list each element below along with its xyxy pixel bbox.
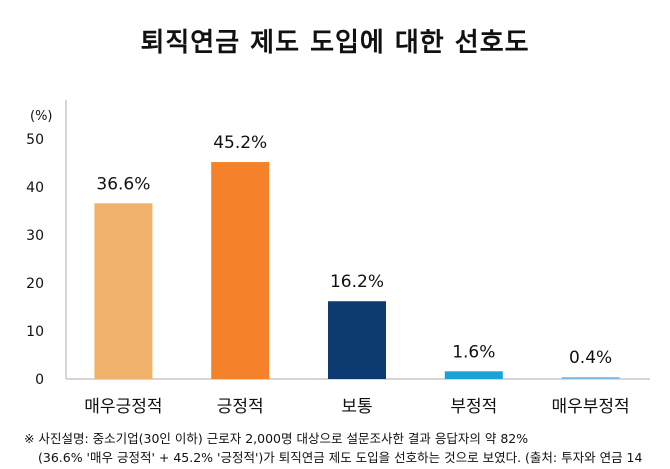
chart-title: 퇴직연금 제도 도입에 대한 선호도 (140, 28, 530, 58)
bar-5 (561, 377, 620, 379)
y-axis-unit-label: (%) (30, 109, 53, 124)
bar-chart: (%) 0 10 20 30 40 50 36.6% 매우긍정적 45.2% 긍정적 16.2% 보통… (26, 100, 650, 417)
chart-bars (94, 162, 620, 379)
y-tick-label: 20 (26, 276, 44, 292)
x-category-label: 부정적 (450, 397, 497, 417)
bar-value-label: 1.6% (452, 342, 495, 362)
footnote-line-2: (36.6% '매우 긍정적' + 45.2% '긍정적')가 퇴직연금 제도 … (38, 450, 643, 465)
y-tick-label: 30 (26, 228, 44, 244)
bar-2 (211, 162, 270, 379)
bar-value-label: 45.2% (213, 133, 267, 153)
bar-4 (444, 371, 503, 379)
x-category-label: 보통 (341, 397, 372, 417)
bar-1 (94, 203, 153, 379)
y-tick-label: 10 (26, 324, 44, 340)
bar-value-label: 0.4% (569, 348, 612, 368)
y-tick-label: 50 (26, 132, 44, 148)
x-category-label: 매우부정적 (551, 397, 629, 417)
y-tick-label: 40 (26, 180, 44, 196)
bar-value-label: 16.2% (330, 272, 384, 292)
x-category-label: 긍정적 (217, 397, 264, 417)
bar-3 (328, 301, 386, 379)
chart-labels: 36.6% 매우긍정적 45.2% 긍정적 16.2% 보통 1.6% 부정적 0.4% 매우부정… (84, 133, 629, 417)
x-category-label: 매우긍정적 (84, 397, 162, 417)
y-tick-label: 0 (35, 372, 44, 388)
footnote-line-1: ※ 사진설명: 중소기업(30인 이하) 근로자 2,000명 대상으로 설문조… (24, 431, 529, 446)
bar-value-label: 36.6% (96, 174, 150, 194)
